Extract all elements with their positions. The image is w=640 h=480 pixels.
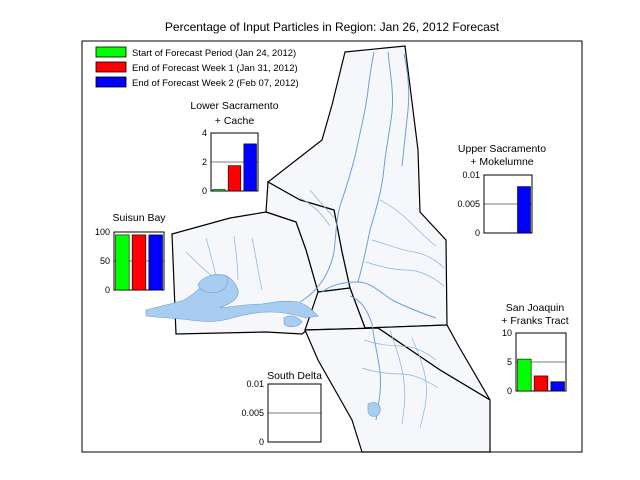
- inset-tick-label-upper-sacramento-0: 0: [475, 228, 480, 238]
- inset-tick-label-lower-sacramento-0: 0: [202, 186, 207, 196]
- inset-chart-san-joaquin: 0 5 10 San Joaquin+ Franks Tract: [501, 302, 568, 396]
- region-south-delta: [304, 327, 491, 453]
- inset-tick-label-upper-sacramento-2: 0.01: [462, 170, 480, 180]
- inset-tick-label-lower-sacramento-1: 2: [202, 157, 207, 167]
- legend-label-week1: End of Forecast Week 1 (Jan 31, 2012): [132, 63, 298, 74]
- bar-san-joaquin-start: [517, 358, 532, 392]
- bar-suisun-bay-start: [115, 234, 130, 291]
- inset-title-san-joaquin-1: + Franks Tract: [501, 315, 568, 327]
- bar-upper-sacramento-week2: [517, 186, 531, 234]
- inset-tick-label-san-joaquin-0: 0: [507, 386, 512, 396]
- bar-lower-sacramento-week2: [243, 143, 257, 192]
- legend-swatch-week1: [95, 61, 127, 73]
- legend-label-start: Start of Forecast Period (Jan 24, 2012): [132, 48, 296, 59]
- inset-title-upper-sacramento-0: Upper Sacramento: [458, 143, 546, 155]
- inset-title-san-joaquin-0: San Joaquin: [506, 302, 565, 314]
- inset-tick-label-san-joaquin-2: 10: [502, 328, 512, 338]
- inset-tick-label-suisun-bay-2: 100: [95, 227, 110, 237]
- inset-charts: 0 2 4 Lower Sacramento + Cache 0 0.005 0.01 Uppe…: [95, 100, 569, 447]
- inset-chart-upper-sacramento: 0 0.005 0.01 Upper Sacramento+ Mokelumne: [457, 143, 546, 238]
- waterways: [145, 51, 445, 429]
- inset-title-suisun-bay-0: Suisun Bay: [112, 212, 166, 224]
- legend: Start of Forecast Period (Jan 24, 2012) …: [95, 46, 299, 89]
- legend-swatch-start: [95, 46, 127, 58]
- bar-suisun-bay-week1: [131, 234, 147, 291]
- bar-san-joaquin-week2: [550, 381, 565, 392]
- inset-chart-lower-sacramento: 0 2 4 Lower Sacramento + Cache: [190, 100, 278, 196]
- figure-title: Percentage of Input Particles in Region:…: [165, 20, 500, 34]
- inset-tick-label-upper-sacramento-1: 0.005: [457, 199, 480, 209]
- bar-san-joaquin-week1: [533, 375, 549, 392]
- inset-tick-label-suisun-bay-1: 50: [100, 256, 110, 266]
- bar-lower-sacramento-week1: [227, 165, 242, 192]
- bar-lower-sacramento-start: [212, 189, 226, 192]
- inset-tick-label-suisun-bay-0: 0: [105, 285, 110, 295]
- inset-tick-label-south-delta-1: 0.005: [241, 408, 264, 418]
- inset-tick-label-san-joaquin-1: 5: [507, 357, 512, 367]
- legend-swatch-week2: [95, 76, 127, 88]
- bar-suisun-bay-week2: [148, 234, 163, 291]
- inset-title-south-delta-0: South Delta: [267, 370, 322, 382]
- inset-title-lower-sacramento-0: Lower Sacramento: [190, 100, 278, 112]
- inset-title-upper-sacramento-1: + Mokelumne: [470, 156, 533, 168]
- inset-title-lower-sacramento-1: + Cache: [215, 115, 255, 127]
- inset-tick-label-south-delta-0: 0: [259, 437, 264, 447]
- inset-tick-label-south-delta-2: 0.01: [246, 379, 264, 389]
- legend-label-week2: End of Forecast Week 2 (Feb 07, 2012): [132, 78, 299, 89]
- inset-tick-label-lower-sacramento-2: 4: [202, 128, 207, 138]
